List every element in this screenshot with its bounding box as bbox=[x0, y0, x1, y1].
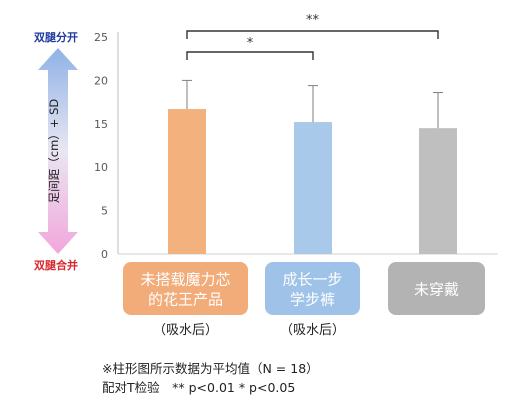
category-label: 的花王产品 bbox=[148, 291, 223, 309]
category-label: 成长一步 bbox=[282, 271, 342, 289]
category-label: 未穿戴 bbox=[414, 281, 459, 299]
y-tick-label: 20 bbox=[94, 74, 108, 87]
bar bbox=[294, 122, 332, 255]
y-tick-label: 25 bbox=[94, 31, 108, 44]
bar bbox=[419, 128, 457, 254]
significance-label: * bbox=[247, 36, 254, 51]
direction-arrow bbox=[38, 48, 78, 254]
category-sublabel: （吸水后） bbox=[153, 323, 218, 338]
y-tick-label: 0 bbox=[101, 248, 108, 261]
footnote-ttest: 配对T检验 ** p<0.01 * p<0.05 bbox=[102, 380, 296, 395]
y-tick-label: 10 bbox=[94, 161, 108, 174]
y-tick-label: 15 bbox=[94, 118, 108, 131]
category-label: 学步裤 bbox=[290, 291, 335, 309]
legs-apart-label: 双腿分开 bbox=[34, 30, 78, 44]
y-tick-label: 5 bbox=[101, 205, 108, 218]
y-axis-label: 足间距（cm）+ SD bbox=[47, 99, 61, 204]
category-label-box bbox=[123, 262, 248, 315]
significance-bracket bbox=[186, 30, 439, 39]
category-label-box bbox=[265, 262, 360, 315]
footnote-average: ※柱形图所示数据为平均值（N = 18） bbox=[102, 361, 319, 376]
significance-label: ** bbox=[306, 13, 320, 28]
category-sublabel: （吸水后） bbox=[280, 323, 345, 338]
legs-together-label: 双腿合并 bbox=[34, 258, 78, 272]
significance-bracket bbox=[186, 51, 314, 60]
bar bbox=[168, 109, 206, 254]
category-label: 未搭载魔力芯 bbox=[140, 271, 230, 289]
category-label-box bbox=[388, 262, 485, 315]
